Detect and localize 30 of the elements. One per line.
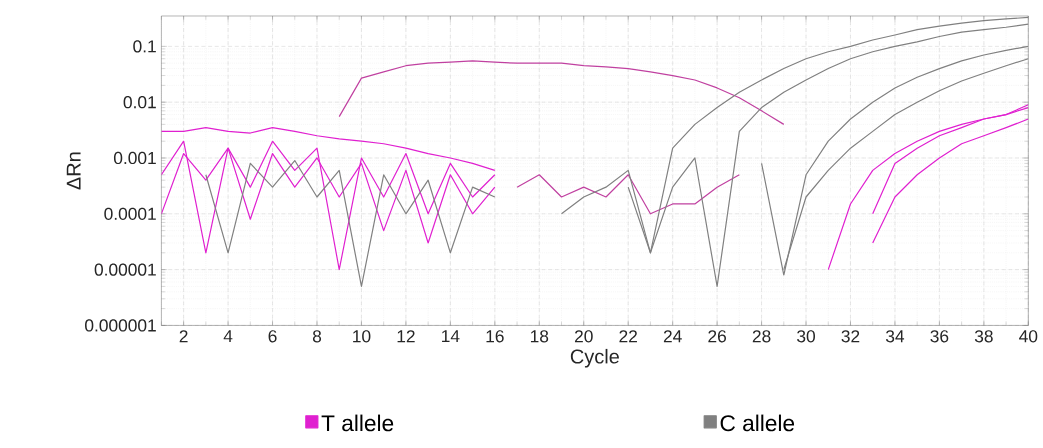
- x-tick-label: 20: [574, 330, 593, 343]
- x-axis-title: Cycle: [570, 348, 619, 368]
- y-tick-label: 0.0001: [104, 207, 156, 220]
- x-tick-label: 2: [179, 330, 188, 343]
- x-tick-label: 4: [223, 330, 233, 342]
- x-tick-label: 24: [663, 330, 682, 343]
- x-tick-label: 16: [486, 330, 504, 343]
- x-tick-label: 6: [268, 330, 277, 343]
- y-tick-label: 0.1: [133, 40, 156, 53]
- y-tick-label: 0.001: [113, 151, 156, 165]
- x-tick-label: 32: [841, 330, 860, 343]
- y-tick-label: 0.000001: [85, 319, 156, 332]
- y-tick-label: 0.01: [123, 95, 156, 109]
- x-tick-label: 36: [930, 330, 949, 343]
- x-tick-label: 26: [708, 330, 726, 343]
- x-tick-label: 38: [974, 330, 993, 343]
- y-tick-label: 0.00001: [94, 263, 156, 276]
- x-tick-label: 10: [353, 330, 371, 343]
- legend-label: C allele: [720, 414, 795, 432]
- x-tick-label: 12: [397, 330, 415, 343]
- x-tick-label: 28: [752, 330, 771, 343]
- x-tick-label: 40: [1019, 330, 1038, 343]
- x-tick-label: 14: [442, 330, 460, 342]
- x-tick-label: 34: [885, 330, 905, 343]
- x-tick-label: 22: [619, 330, 637, 343]
- x-tick-label: 8: [312, 330, 322, 343]
- legend-label: T allele: [321, 414, 394, 432]
- y-axis-title: ΔRn: [66, 152, 81, 190]
- x-tick-label: 30: [797, 330, 815, 343]
- x-tick-label: 18: [530, 330, 549, 343]
